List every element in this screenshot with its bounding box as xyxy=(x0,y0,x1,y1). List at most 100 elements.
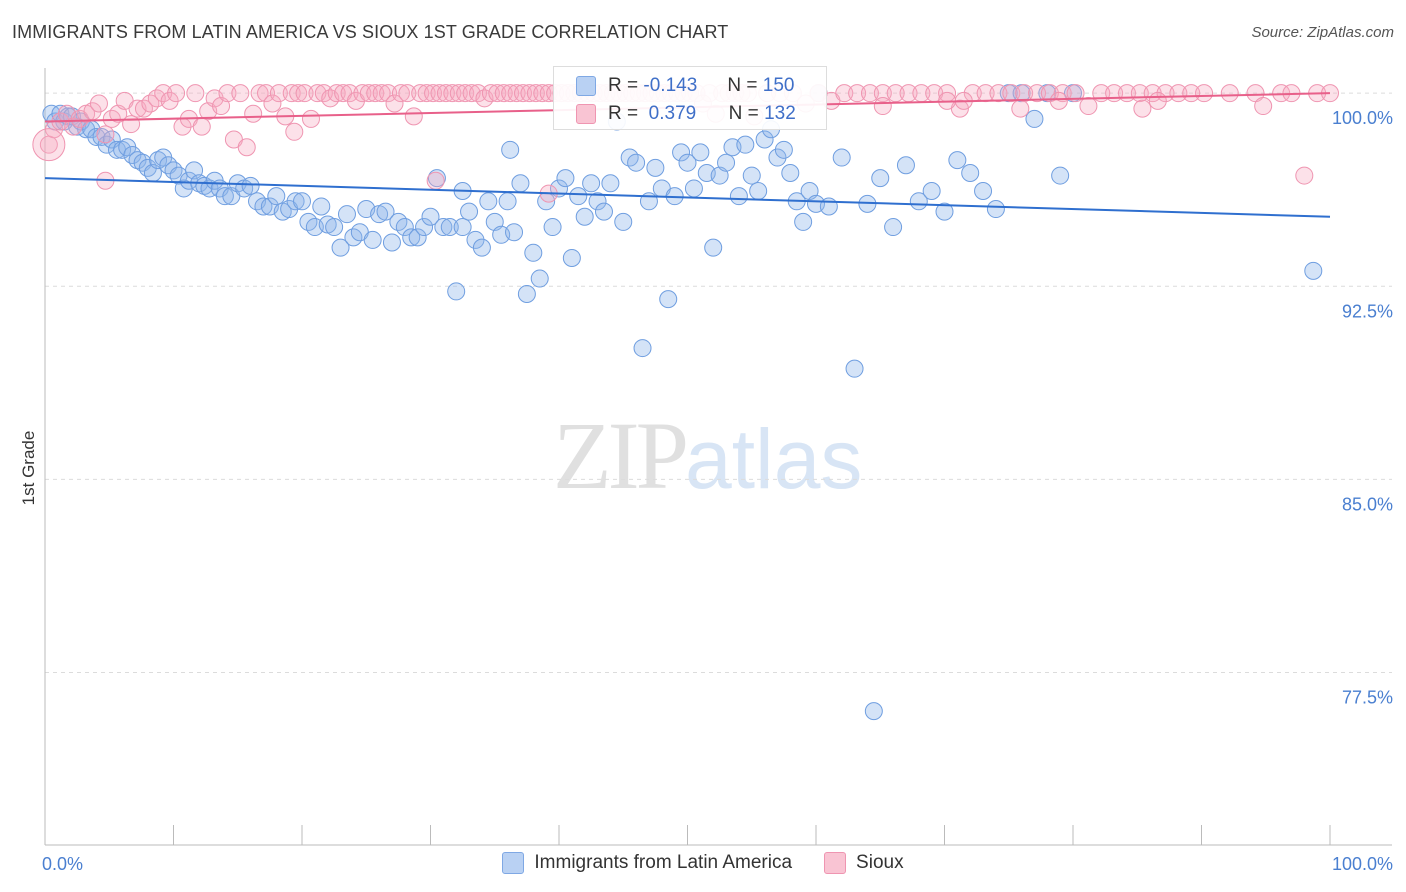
y-tick-label: 92.5% xyxy=(1342,301,1393,321)
latin-america-point xyxy=(646,158,665,177)
tick-labels: 77.5% 85.0% 92.5% 100.0% 0.0% 100.0% xyxy=(42,108,1393,874)
sioux-point xyxy=(507,84,526,103)
sioux-point xyxy=(295,84,314,103)
latin-america-point xyxy=(871,169,890,188)
watermark-atlas: atlas xyxy=(685,412,863,506)
latin-america-point xyxy=(164,161,183,180)
sioux-point xyxy=(848,84,867,103)
sioux-point xyxy=(96,125,115,144)
sioux-point xyxy=(1133,99,1152,118)
stats-box: R = -0.143 N = 150 R = 0.379 N = 132 xyxy=(553,66,827,130)
latin-america-point xyxy=(408,228,427,247)
sioux-point xyxy=(886,84,905,103)
sioux-point xyxy=(1182,84,1201,103)
latin-america-point xyxy=(331,238,350,257)
sioux-point xyxy=(186,84,205,103)
legend-item-sioux: Sioux xyxy=(824,852,904,874)
sioux-point xyxy=(520,84,539,103)
sioux-point xyxy=(481,84,500,103)
chart-source: Source: ZipAtlas.com xyxy=(1251,24,1394,41)
latin-america-point xyxy=(562,248,581,267)
latin-america-point xyxy=(440,218,459,237)
sioux-point xyxy=(514,84,533,103)
stats-swatch-pink xyxy=(576,104,596,124)
latin-america-point xyxy=(421,207,440,226)
latin-america-point xyxy=(678,153,697,172)
sioux-point xyxy=(494,84,513,103)
sioux-point xyxy=(1028,84,1047,103)
latin-america-point xyxy=(922,182,941,201)
chart-title: IMMIGRANTS FROM LATIN AMERICA VS SIOUX 1… xyxy=(12,22,729,42)
sioux-point xyxy=(154,84,173,103)
series-latin-america-points xyxy=(42,84,1323,721)
latin-america-point xyxy=(684,179,703,198)
sioux-point xyxy=(327,84,346,103)
sioux-point xyxy=(353,84,372,103)
stats-swatch-blue xyxy=(576,76,596,96)
latin-america-point xyxy=(113,140,132,159)
sioux-point xyxy=(1295,166,1314,185)
sioux-point xyxy=(160,91,179,110)
sioux-point xyxy=(385,94,404,113)
latin-america-point xyxy=(447,282,466,301)
sioux-point xyxy=(218,84,237,103)
sioux-point xyxy=(122,115,141,134)
sioux-point xyxy=(192,117,211,136)
legend-swatch-pink xyxy=(824,852,847,874)
sioux-point xyxy=(989,84,1008,103)
latin-america-point xyxy=(501,140,520,159)
latin-america-point xyxy=(575,207,594,226)
latin-america-point xyxy=(434,218,453,237)
sioux-point xyxy=(1079,97,1098,116)
sioux-point xyxy=(404,107,423,126)
stats-r-label: R = xyxy=(608,75,639,96)
latin-america-point xyxy=(633,339,652,358)
sioux-point xyxy=(244,104,263,123)
sioux-point xyxy=(257,84,276,103)
sioux-point xyxy=(1195,84,1214,103)
y-tick-label: 100.0% xyxy=(1332,108,1393,128)
sioux-point xyxy=(64,117,83,136)
latin-america-point xyxy=(704,238,723,257)
latin-america-point xyxy=(402,228,421,247)
latin-america-point xyxy=(215,187,234,206)
latin-america-point xyxy=(672,143,691,162)
latin-america-point xyxy=(312,197,331,216)
trend-line-latin-america xyxy=(44,177,1331,218)
latin-america-point xyxy=(614,212,633,231)
sioux-point xyxy=(443,84,462,103)
sioux-point xyxy=(340,84,359,103)
latin-america-point xyxy=(395,218,414,237)
sioux-point xyxy=(263,94,282,113)
latin-america-point xyxy=(896,156,915,175)
y-tick-label: 85.0% xyxy=(1342,494,1393,514)
latin-america-point xyxy=(149,151,168,170)
latin-america-point xyxy=(363,230,382,249)
sioux-point xyxy=(526,84,545,103)
sioux-point xyxy=(1049,91,1068,110)
sioux-point xyxy=(449,84,468,103)
sioux-point xyxy=(167,84,186,103)
stats-n-value: 150 xyxy=(762,75,795,96)
latin-america-point xyxy=(909,192,928,211)
stats-n-label: N = xyxy=(728,103,759,124)
latin-america-point xyxy=(832,148,851,167)
latin-america-point xyxy=(986,200,1005,219)
sioux-point xyxy=(285,122,304,141)
latin-america-point xyxy=(781,163,800,182)
sioux-point xyxy=(269,84,288,103)
sioux-point xyxy=(1254,97,1273,116)
sioux-point xyxy=(237,138,256,157)
stats-r-value: 0.379 xyxy=(648,103,697,124)
sioux-point xyxy=(873,97,892,116)
sioux-point xyxy=(1011,99,1030,118)
sioux-point xyxy=(417,84,436,103)
watermark: ZIPatlas xyxy=(553,400,862,511)
stats-r-label: R = xyxy=(608,103,639,124)
latin-america-point xyxy=(717,153,736,172)
sioux-point xyxy=(430,84,449,103)
stats-row-sioux: R = 0.379 N = 132 xyxy=(576,103,796,125)
latin-america-point xyxy=(466,230,485,249)
sioux-point xyxy=(1040,84,1059,103)
